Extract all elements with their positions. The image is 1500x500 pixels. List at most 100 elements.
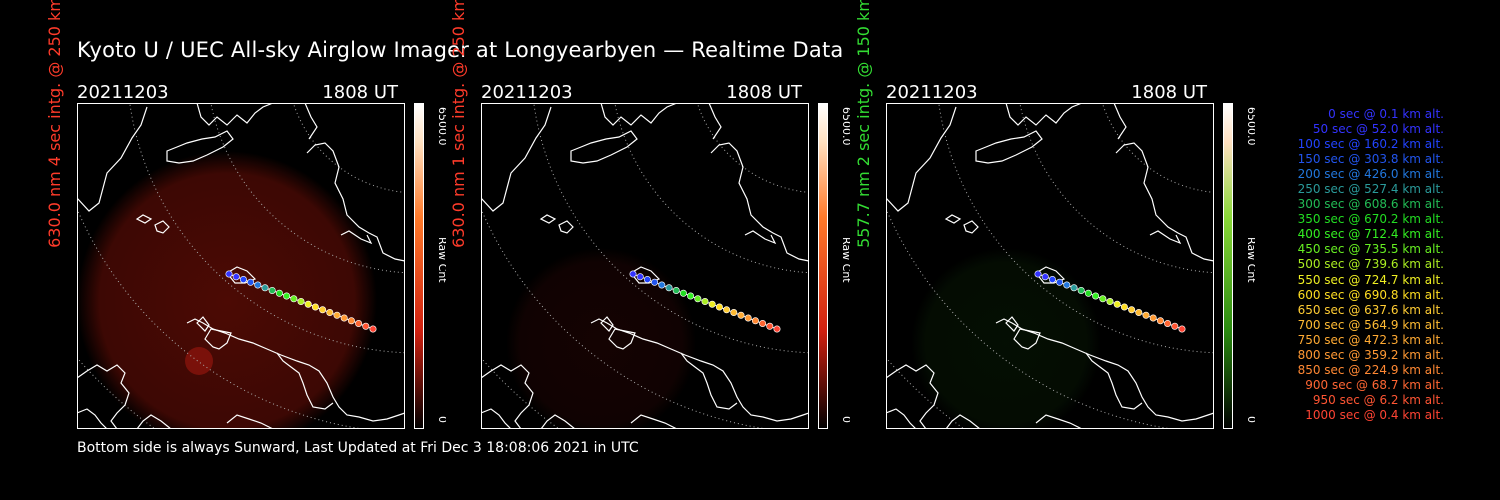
trajectory-point (1171, 322, 1179, 330)
coastline (1035, 266, 1066, 284)
all-sky-map (886, 103, 1214, 429)
trajectory-point (1128, 306, 1136, 314)
colorbar-unit-label: Raw Cnt (1245, 237, 1255, 283)
trajectory-point (1099, 295, 1107, 303)
trajectory-point (701, 298, 709, 306)
panel-side-label: 557.7 nm 2 sec intg. @ 150 km (854, 0, 873, 248)
coastline (306, 142, 405, 262)
trajectory-point (297, 298, 305, 306)
coastline (600, 103, 678, 126)
coastline (136, 414, 172, 429)
colorbar-max-label: 6500.0 (1245, 107, 1255, 146)
trajectory-legend-row: 100 sec @ 160.2 km alt. (1297, 137, 1444, 152)
trajectory-legend-row: 50 sec @ 52.0 km alt. (1312, 122, 1444, 137)
coastline (630, 414, 678, 429)
svg-text:Raw Cnt: Raw Cnt (1245, 237, 1255, 283)
coastline (340, 230, 373, 245)
colorbar-min-label: 0 (840, 416, 850, 423)
page-title: Kyoto U / UEC All-sky Airglow Imager at … (77, 38, 844, 62)
trajectory-point (232, 273, 240, 281)
trajectory-point (1034, 270, 1042, 278)
coastline (154, 220, 170, 234)
trajectory-point (268, 287, 276, 295)
coastline (77, 408, 108, 429)
trajectory-point (1120, 303, 1128, 311)
trajectory-point (225, 270, 233, 278)
coastline (975, 130, 1043, 164)
panel-time: 1808 UT (322, 82, 398, 103)
trajectory-point (629, 270, 637, 278)
coastline (77, 364, 130, 429)
trajectory-point (1048, 276, 1056, 284)
trajectory-point (643, 276, 651, 284)
trajectory-legend-row: 600 sec @ 690.8 km alt. (1297, 287, 1444, 302)
coastline (540, 414, 576, 429)
colorbar-max-label: 6500.0 (436, 107, 446, 146)
coastline (744, 230, 777, 245)
trajectory-point (1164, 320, 1172, 328)
colorbar-min-label: 0 (436, 416, 446, 423)
trajectory-point (1092, 292, 1100, 300)
trajectory-point (1149, 314, 1157, 322)
coastline (1113, 103, 1127, 140)
panel-date: 20211203 (481, 82, 573, 103)
trajectory-legend-row: 850 sec @ 224.9 km alt. (1297, 362, 1444, 377)
trajectory-legend-row: 750 sec @ 472.3 km alt. (1297, 332, 1444, 347)
coastline (481, 408, 512, 429)
trajectory-point (347, 317, 355, 325)
trajectory-point (730, 309, 738, 317)
coastline (226, 414, 274, 429)
trajectory-legend: 0 sec @ 0.1 km alt. 50 sec @ 52.0 km alt.… (1262, 107, 1444, 423)
coastline (886, 106, 957, 212)
trajectory-legend-row: 400 sec @ 712.4 km alt. (1297, 227, 1444, 242)
coastline (1085, 352, 1143, 410)
coastline (481, 364, 534, 429)
coastline (304, 103, 318, 140)
coastline (963, 220, 979, 234)
imager-panel-3: 20211203 1808 UT 557.7 nm 2 sec intg. @ … (854, 0, 1306, 432)
airglow-disk (911, 248, 1101, 429)
map-frame (77, 103, 405, 429)
coastline (196, 316, 210, 332)
trajectory-point (311, 303, 319, 311)
coastline (945, 414, 981, 429)
coastline (196, 103, 274, 126)
trajectory-point (239, 276, 247, 284)
airglow-spot (185, 347, 213, 375)
panel-side-label: 630.0 nm 4 sec intg. @ 250 km (45, 0, 64, 248)
coastline (1035, 414, 1083, 429)
coastline (590, 318, 809, 422)
airglow-disk (77, 151, 377, 429)
coastline (710, 142, 809, 262)
colorbar-gradient (818, 103, 828, 429)
svg-text:6500.0: 6500.0 (1245, 107, 1255, 146)
all-sky-map (77, 103, 405, 429)
trajectory-point (1077, 287, 1085, 295)
trajectory-point (773, 325, 781, 333)
trajectory-point (1041, 273, 1049, 281)
map-frame (481, 103, 809, 429)
colorbar-gradient (414, 103, 424, 429)
trajectory-point (766, 322, 774, 330)
trajectory-point (751, 317, 759, 325)
svg-text:Raw Cnt: Raw Cnt (436, 237, 446, 283)
colorbar (1223, 103, 1233, 429)
svg-text:6500.0: 6500.0 (840, 107, 850, 146)
trajectory-point (290, 295, 298, 303)
trajectory-point (636, 273, 644, 281)
coastline (600, 316, 614, 332)
trajectory-point (672, 287, 680, 295)
trajectory-point (1113, 300, 1121, 308)
coastline (708, 103, 722, 140)
imager-panel-1: 20211203 1808 UT 630.0 nm 4 sec intg. @ … (45, 0, 497, 432)
trajectory-point (715, 303, 723, 311)
coastline (886, 408, 917, 429)
trajectory-point (340, 314, 348, 322)
svg-text:Raw Cnt: Raw Cnt (840, 237, 850, 283)
coastline (226, 266, 257, 284)
colorbar-min-label: 0 (1245, 416, 1255, 423)
svg-text:6500.0: 6500.0 (436, 107, 446, 146)
trajectory-point (723, 306, 731, 314)
trajectory-point (651, 278, 659, 286)
coastline (77, 106, 148, 212)
